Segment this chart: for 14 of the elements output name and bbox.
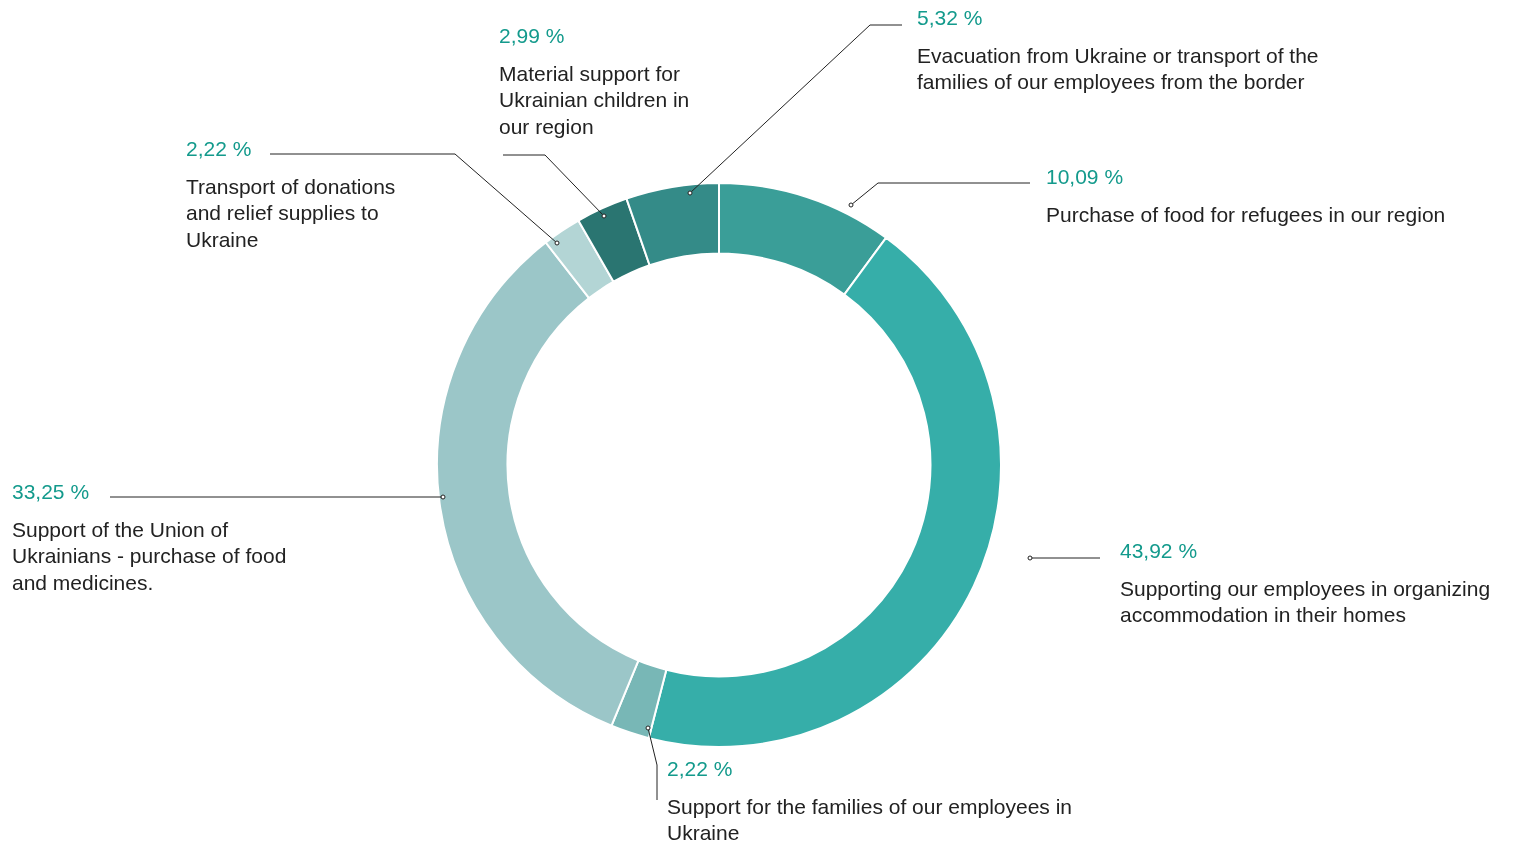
data-label: 10,09 %	[1046, 164, 1124, 188]
slice-label: Support for the families of our employees in Ukraine	[667, 794, 1073, 844]
slice-label: Supporting our employees in organizing accommodation in their homes	[1120, 576, 1491, 627]
slice-label: Transport of donations and relief supplies to Ukraine	[186, 174, 396, 251]
data-label: 2,22 %	[667, 756, 733, 780]
data-label: 33,25 %	[12, 479, 90, 503]
data-label: 5,32 %	[917, 5, 983, 29]
slice-label: Evacuation from Ukraine or transport of the families of our employees from the border	[917, 43, 1319, 94]
data-label: 2,99 %	[499, 23, 565, 47]
slice-label: Material support for Ukrainian children in our region	[499, 61, 690, 138]
slice-label: Purchase of food for refugees in our region	[1046, 202, 1446, 226]
slice-label: Support of the Union of Ukrainians - purchase of food and medicines.	[12, 517, 287, 594]
data-label: 2,22 %	[186, 136, 252, 160]
data-label: 43,92 %	[1120, 538, 1198, 562]
